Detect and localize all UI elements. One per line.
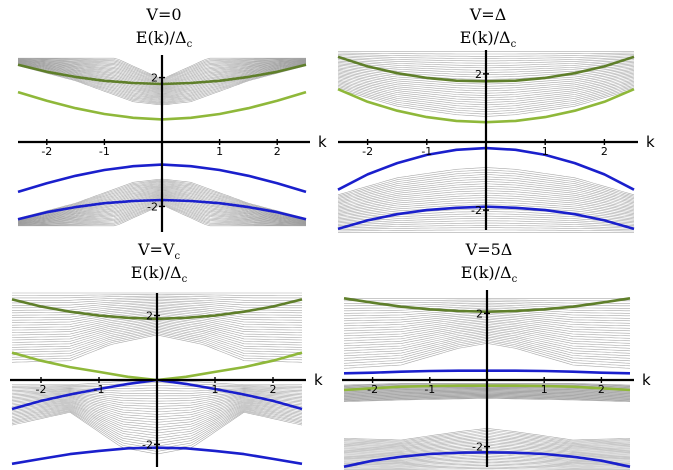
chart-svg: V=VcE(k)/Δc k -2 -1 1 2 2 -2 xyxy=(10,240,323,467)
y-axis-label: E(k)/Δc xyxy=(136,28,193,50)
x-tick-label: -1 xyxy=(421,145,432,158)
y-axis-label: E(k)/Δc xyxy=(131,263,188,285)
panel-title: V=5Δ xyxy=(465,240,513,259)
chart-svg: V=Δ E(k)/Δc k -2 -1 1 2 2 -2 xyxy=(337,5,655,233)
y-tick-label: -2 xyxy=(142,438,153,451)
x-tick-label: 1 xyxy=(542,145,549,158)
x-tick-label: -2 xyxy=(36,383,47,396)
x-tick-label: 1 xyxy=(541,383,548,396)
panel-title: V=Δ xyxy=(469,5,507,24)
x-tick-label: -2 xyxy=(362,145,373,158)
x-tick-label: -1 xyxy=(94,383,105,396)
panel-title: V=Vc xyxy=(137,240,181,262)
y-tick-label: -2 xyxy=(147,200,158,213)
chart-svg: V=0 E(k)/Δc k -2 -1 1 2 2 -2 xyxy=(17,5,327,232)
x-axis-label: k xyxy=(642,371,651,389)
chart-panel-v-5delta: V=5Δ E(k)/Δc k -2 -1 1 2 2 -2 xyxy=(336,235,673,470)
y-axis-label: E(k)/Δc xyxy=(461,263,518,285)
chart-panel-v-delta: V=Δ E(k)/Δc k -2 -1 1 2 2 -2 xyxy=(336,0,673,235)
y-tick-label: 2 xyxy=(475,68,482,81)
x-tick-label: -2 xyxy=(41,145,52,158)
bulk-line xyxy=(337,229,635,232)
x-axis-label: k xyxy=(318,133,327,151)
x-tick-label: -1 xyxy=(99,145,110,158)
x-tick-label: 1 xyxy=(212,383,219,396)
x-axis-label: k xyxy=(646,133,655,151)
x-tick-label: 2 xyxy=(274,145,281,158)
chart-panel-v-vc: V=Vc E(k)/Δc k -2 -1 1 2 2 -2 xyxy=(0,235,336,470)
x-tick-label: 1 xyxy=(216,145,223,158)
bulk-line xyxy=(344,468,630,470)
x-tick-label: 2 xyxy=(601,145,608,158)
y-tick-label: 2 xyxy=(476,307,483,320)
y-tick-label: 2 xyxy=(151,72,158,85)
x-tick-label: -2 xyxy=(367,383,378,396)
y-tick-label: -2 xyxy=(472,441,483,454)
x-axis-label: k xyxy=(314,371,323,389)
x-tick-label: 2 xyxy=(270,383,277,396)
y-tick-label: -2 xyxy=(471,204,482,217)
chart-svg: V=5Δ E(k)/Δc k -2 -1 1 2 2 -2 xyxy=(342,240,651,470)
y-tick-label: 2 xyxy=(146,310,153,323)
y-axis-label: E(k)/Δc xyxy=(460,28,517,50)
x-tick-label: 2 xyxy=(598,383,605,396)
panel-title: V=0 xyxy=(145,5,181,24)
chart-panel-v0: V=0 E(k)/Δc k -2 -1 1 2 2 -2 xyxy=(0,0,336,235)
x-tick-label: -1 xyxy=(424,383,435,396)
